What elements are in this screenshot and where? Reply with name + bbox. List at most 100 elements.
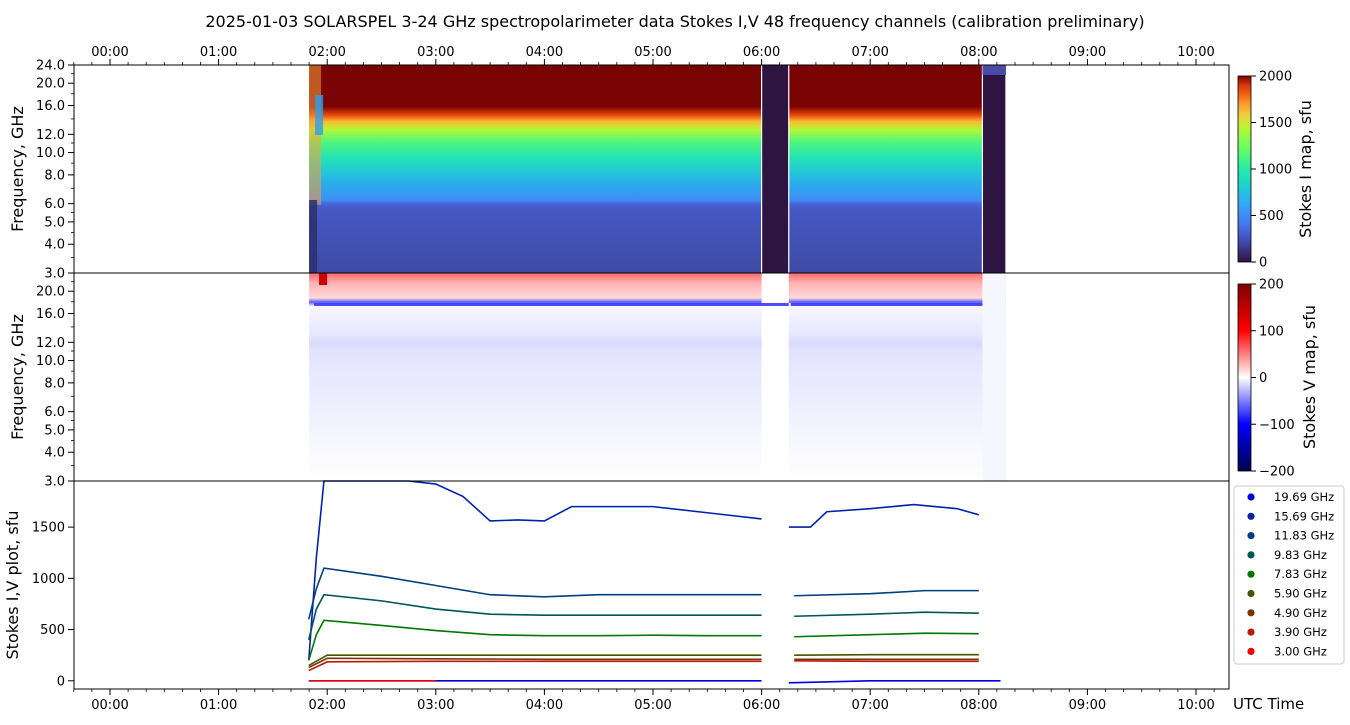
bottom-time-axis: 00:00 01:00 02:00 03:00 04:00 05:00 06:00 07:00… <box>73 689 1215 713</box>
series-line <box>794 660 979 663</box>
freq-tick-label: 6.0 <box>44 197 65 212</box>
legend-label: 5.90 GHz <box>1274 587 1327 601</box>
series-line <box>794 611 979 618</box>
stokes-v-ylabel: Frequency, GHz <box>8 314 27 440</box>
bottom-tick-label: 00:00 <box>91 698 128 713</box>
freq-tick-label: 20.0 <box>36 285 65 300</box>
series-line <box>308 654 762 667</box>
stokes-iv-ylabel: Stokes I,V plot, sfu <box>3 511 22 660</box>
stokes-v-band-gap <box>788 303 791 306</box>
bottom-tick-label: 05:00 <box>634 698 671 713</box>
legend-marker <box>1247 570 1255 578</box>
bottom-tick-label: 07:00 <box>851 698 888 713</box>
legend-label: 9.83 GHz <box>1274 548 1327 562</box>
bottom-tick-label: 02:00 <box>308 698 345 713</box>
top-tick-label: 04:00 <box>526 45 563 60</box>
plot-y-tick-label: 500 <box>40 623 65 638</box>
stokes-iv-lines <box>307 480 1001 685</box>
stokes-iv-y-axis: 0 500 1000 1500 <box>32 521 74 689</box>
stokes-i-colorbar-ticks: 0 500 1000 1500 2000 <box>1251 70 1292 271</box>
colorbar-tick-label: 200 <box>1259 278 1284 293</box>
bottom-tick-label: 04:00 <box>526 698 563 713</box>
top-time-axis: 00:00 01:00 02:00 03:00 04:00 05:00 06:00 07:00… <box>73 45 1215 65</box>
stokes-v-panel: 3.0 4.0 5.0 6.0 8.0 10.0 12.0 16.0 20.0 Frequenc… <box>8 272 1319 490</box>
bottom-tick-label: 08:00 <box>960 698 997 713</box>
freq-tick-label: 5.0 <box>44 423 65 438</box>
stokes-i-data-block <box>309 65 1006 273</box>
legend-marker <box>1247 512 1255 520</box>
colorbar-tick-label: 1000 <box>1259 163 1292 178</box>
legend-label: 3.90 GHz <box>1274 625 1327 639</box>
top-tick-label: 03:00 <box>417 45 454 60</box>
stokes-i-gap <box>761 65 789 273</box>
freq-tick-label: 16.0 <box>36 307 65 322</box>
top-tick-label: 00:00 <box>91 45 128 60</box>
stokes-i-onset-blue <box>315 95 324 135</box>
stokes-v-heatmap <box>309 273 1006 481</box>
freq-tick-label: 4.0 <box>44 446 65 461</box>
bottom-tick-label: 01:00 <box>200 698 237 713</box>
freq-tick-label: 6.0 <box>44 405 65 420</box>
series-line <box>794 589 979 597</box>
freq-tick-label: 20.0 <box>36 77 65 92</box>
stokes-iv-frame <box>73 480 1230 690</box>
utc-time-label: UTC Time <box>1233 695 1304 713</box>
stokes-v-y-axis: 3.0 4.0 5.0 6.0 8.0 10.0 12.0 16.0 20.0 <box>36 281 74 490</box>
stokes-v-tail <box>982 273 1006 481</box>
top-tick-label: 02:00 <box>308 45 345 60</box>
stokes-i-colorbar <box>1237 75 1252 263</box>
freq-tick-label: 10.0 <box>36 146 65 161</box>
stokes-iv-plot-area <box>74 481 1229 689</box>
series-line <box>307 567 762 620</box>
stokes-i-panel: 3.0 4.0 5.0 6.0 8.0 10.0 12.0 16.0 20.0 24.0 Freq… <box>8 59 1315 282</box>
colorbar-tick-label: 0 <box>1259 256 1267 271</box>
colorbar-tick-label: 100 <box>1259 324 1284 339</box>
series-line <box>788 680 1001 684</box>
plot-y-tick-label: 1500 <box>32 521 65 536</box>
top-tick-label: 09:00 <box>1069 45 1106 60</box>
top-tick-label: 05:00 <box>634 45 671 60</box>
colorbar-tick-label: −100 <box>1259 418 1295 433</box>
freq-tick-label: 5.0 <box>44 215 65 230</box>
plot-y-tick-label: 1000 <box>32 572 65 587</box>
plot-gap <box>761 485 789 685</box>
legend-label: 11.83 GHz <box>1274 529 1334 543</box>
top-tick-label: 07:00 <box>851 45 888 60</box>
bottom-tick-label: 03:00 <box>417 698 454 713</box>
stokes-i-heatmap <box>309 65 1007 273</box>
stokes-v-data-block <box>309 273 1006 481</box>
legend-box <box>1233 485 1345 665</box>
colorbar-tick-label: 2000 <box>1259 70 1292 85</box>
freq-tick-label: 8.0 <box>44 376 65 391</box>
stokes-v-onset-red <box>319 273 328 285</box>
bottom-tick-label: 06:00 <box>743 698 780 713</box>
freq-tick-label: 8.0 <box>44 168 65 183</box>
legend-label: 3.00 GHz <box>1274 644 1327 658</box>
stokes-v-colorbar-ticks: 200 100 0 −100 −200 <box>1251 278 1295 480</box>
series-line <box>307 593 762 641</box>
stokes-i-colorbar-label: Stokes I map, sfu <box>1296 100 1315 238</box>
stokes-i-gap <box>982 65 1006 273</box>
legend-marker <box>1247 589 1255 598</box>
colorbar-tick-label: 500 <box>1259 209 1284 224</box>
colorbar-tick-label: −200 <box>1259 465 1295 480</box>
freq-tick-label: 10.0 <box>36 354 65 369</box>
series-line <box>308 657 762 669</box>
legend-label: 4.90 GHz <box>1274 606 1327 620</box>
bottom-tick-label: 10:00 <box>1177 698 1214 713</box>
chart-title: 2025-01-03 SOLARSPEL 3-24 GHz spectropol… <box>205 12 1144 31</box>
colorbar-tick-label: 0 <box>1259 371 1267 386</box>
legend-label: 7.83 GHz <box>1274 567 1327 581</box>
stokes-i-onset-dark <box>309 200 318 273</box>
stokes-v-colorbar-label: Stokes V map, sfu <box>1300 305 1319 449</box>
freq-tick-label: 4.0 <box>44 238 65 253</box>
top-tick-label: 06:00 <box>743 45 780 60</box>
stokes-v-colorbar <box>1237 283 1252 472</box>
freq-tick-label: 12.0 <box>36 336 65 351</box>
legend-marker <box>1247 551 1255 559</box>
bottom-tick-label: 09:00 <box>1069 698 1106 713</box>
series-line <box>794 632 979 638</box>
series-line <box>788 503 980 528</box>
